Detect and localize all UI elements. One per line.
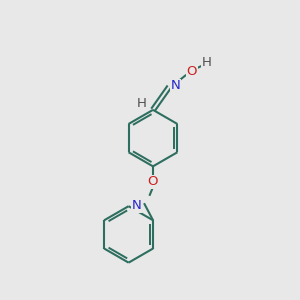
Text: H: H [202,56,212,69]
Text: O: O [148,175,158,188]
Text: O: O [186,65,197,78]
Text: N: N [132,199,142,212]
Text: H: H [137,97,147,110]
Text: N: N [170,79,180,92]
